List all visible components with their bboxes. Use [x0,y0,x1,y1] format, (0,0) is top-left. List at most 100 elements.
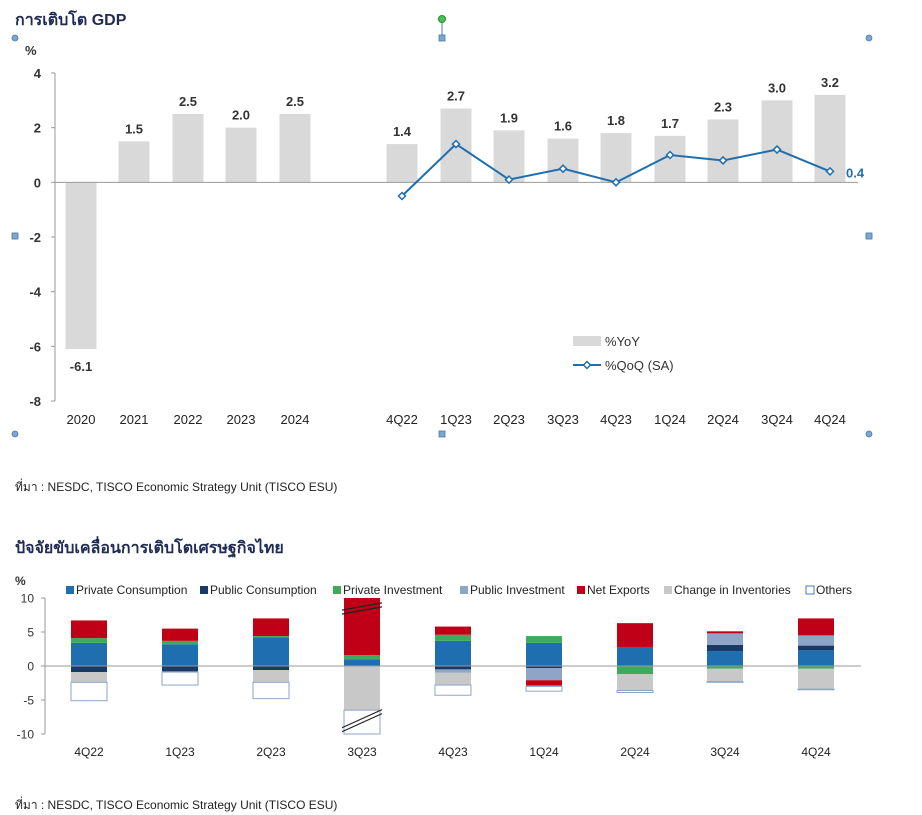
stack-segment [435,672,471,686]
yoy-bar [172,114,204,183]
x-tick-label: 1Q23 [165,745,195,759]
yoy-bar [707,119,739,183]
qoq-point [451,139,461,149]
stack-segment [71,638,107,643]
yoy-data-label: 1.6 [554,119,572,134]
qoq-point [558,164,568,174]
y-tick-label: -6 [29,339,41,354]
qoq-point [665,150,675,160]
stack-segment [253,637,289,666]
legend-yoy-label: %YoY [605,334,640,349]
x-tick-label: 2023 [227,412,256,427]
qoq-point [611,177,621,187]
x-tick-label: 4Q23 [438,745,468,759]
legend-label: Private Consumption [76,583,187,597]
stack-segment [797,688,835,691]
y-tick-label: 0 [27,660,34,674]
yoy-data-label: 1.4 [393,124,412,139]
x-tick-label: 4Q22 [74,745,104,759]
stack-segment [162,644,198,666]
legend-swatch [200,586,208,594]
x-tick-label: 3Q24 [710,745,740,759]
stack-segment [617,623,653,647]
y-axis-unit: % [15,574,26,588]
selection-handle [438,34,446,42]
stack-segment [435,669,471,673]
stack-segment [253,670,289,683]
x-tick-label: 1Q23 [440,412,472,427]
legend-label: Public Consumption [210,583,317,597]
stack-segment [526,680,562,686]
y-tick-label: -2 [29,230,41,245]
stack-segment [707,666,743,669]
stack-segment [706,681,744,683]
yoy-data-label: 1.8 [607,113,625,128]
stack-segment [71,620,107,639]
stack-segment [526,666,562,669]
stack-segment [344,659,380,666]
yoy-bar [761,100,793,183]
stack-segment [526,642,562,666]
rotation-handle [438,15,446,23]
x-tick-label: 4Q23 [600,412,632,427]
yoy-bar [493,130,525,183]
yoy-data-label: 2.5 [286,94,304,109]
legend-label: Private Investment [343,583,443,597]
axis-break-mark [341,602,383,611]
x-tick-label: 1Q24 [654,412,686,427]
stack-segment [435,640,471,666]
stack-segment [526,668,562,681]
yoy-data-label: 2.5 [179,94,197,109]
yoy-bar [65,182,97,350]
x-tick-label: 2Q24 [707,412,739,427]
stack-segment [253,636,289,638]
selection-handle [11,34,19,42]
stack-segment [70,681,108,702]
qoq-point [825,166,835,176]
legend-swatch [805,585,815,595]
stack-segment [707,668,743,682]
yoy-data-label: 3.2 [821,75,839,90]
legend-swatch [66,586,74,594]
stack-segment [161,671,199,686]
yoy-data-label: 3.0 [768,80,786,95]
legend-swatch [577,586,585,594]
x-tick-label: 2021 [120,412,149,427]
stack-segment [71,642,107,666]
growth-drivers-title: ปัจจัยขับเคลื่อนการเติบโตเศรษฐกิจไทย [15,540,284,557]
y-tick-label: -10 [17,728,35,742]
stack-segment [526,636,562,643]
qoq-data-label: 0.4 [846,165,865,180]
x-tick-label: 2022 [174,412,203,427]
stack-segment [617,674,653,691]
legend-qoq-label: %QoQ (SA) [605,358,674,373]
legend-qoq-marker [582,360,592,370]
qoq-point [504,175,514,185]
selection-handle [865,232,873,240]
stack-segment [435,626,471,635]
legend-label: Others [816,583,852,597]
yoy-data-label: 1.5 [125,121,143,136]
x-tick-label: 4Q22 [386,412,418,427]
stack-segment [798,668,834,690]
x-tick-label: 2024 [281,412,310,427]
growth-drivers-source: ที่มา : NESDC, TISCO Economic Strategy U… [15,798,338,812]
stack-segment [252,681,290,700]
qoq-point [397,191,407,201]
yoy-bar [600,133,632,183]
x-tick-label: 3Q23 [547,412,579,427]
axis-break-mark [341,709,383,729]
yoy-data-label: 1.7 [661,116,679,131]
y-tick-label: -4 [29,285,41,300]
stack-segment [798,650,834,666]
axis-break-mark [341,713,383,733]
y-tick-label: 5 [27,626,34,640]
stack-segment [434,684,472,696]
selection-handle [11,430,19,438]
yoy-data-label: -6.1 [70,359,92,374]
yoy-bar [118,141,150,183]
selection-handle [865,430,873,438]
stack-segment [707,644,743,652]
stack-segment [162,666,198,672]
